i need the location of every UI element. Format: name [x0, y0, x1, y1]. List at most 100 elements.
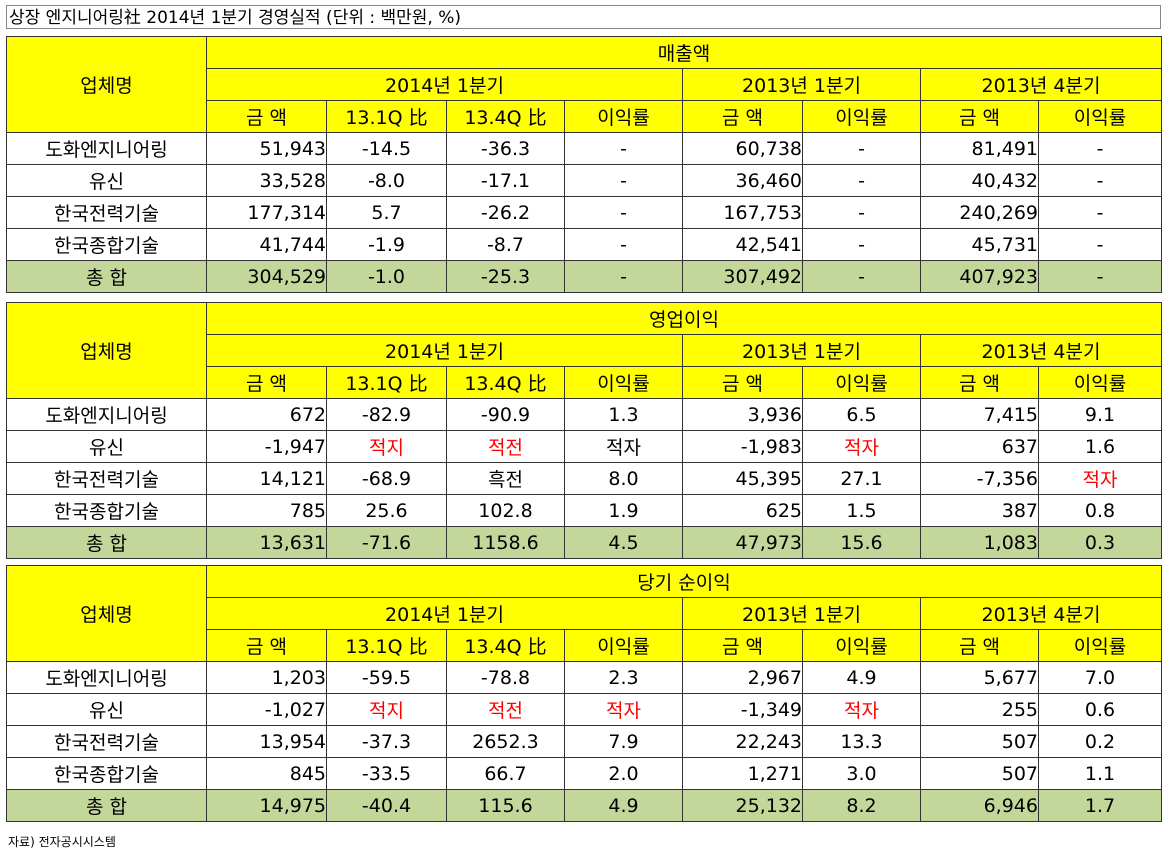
column-header: 이익률	[802, 366, 921, 399]
table-cell: 33,528	[206, 164, 327, 197]
column-header: 이익률	[564, 366, 683, 399]
table-cell: 1,203	[206, 661, 327, 694]
table-cell: 507	[920, 725, 1039, 758]
table-cell: -1.9	[326, 228, 447, 261]
table-cell: -	[564, 132, 683, 165]
column-header: 금 액	[206, 629, 327, 662]
table-cell: -7,356	[920, 462, 1039, 495]
period-row: 2014년 1분기 2013년 1분기 2013년 4분기	[7, 334, 1162, 367]
company-header: 업체명	[6, 565, 207, 662]
company-name: 유신	[6, 164, 207, 197]
table-cell: 7.9	[564, 725, 683, 758]
table-cell: -	[802, 132, 921, 165]
table-cell: 적자	[802, 430, 921, 463]
column-header: 13.1Q 比	[326, 366, 447, 399]
total-label: 총 합	[6, 526, 207, 559]
table-cell: 672	[206, 398, 327, 431]
table-cell: 1.9	[564, 494, 683, 527]
table-cell: 25.6	[326, 494, 447, 527]
table-cell: 1.3	[564, 398, 683, 431]
company-name: 도화엔지니어링	[6, 661, 207, 694]
table-cell: -17.1	[446, 164, 565, 197]
table-cell: 167,753	[682, 196, 803, 229]
column-header-row: 금 액 13.1Q 比 13.4Q 比 이익률 금 액 이익률 금 액 이익률	[7, 100, 1162, 133]
table-cell: 625	[682, 494, 803, 527]
table-cell: 102.8	[446, 494, 565, 527]
total-label: 총 합	[6, 789, 207, 822]
period-row: 2014년 1분기 2013년 1분기 2013년 4분기	[7, 597, 1162, 630]
table-cell: -	[1038, 228, 1162, 261]
table-cell: 387	[920, 494, 1039, 527]
column-header: 금 액	[682, 629, 803, 662]
column-header: 13.1Q 比	[326, 629, 447, 662]
table-cell: -	[1038, 196, 1162, 229]
table-cell: 845	[206, 757, 327, 790]
column-header: 금 액	[682, 100, 803, 133]
table-cell: 2652.3	[446, 725, 565, 758]
table-cell: -1,947	[206, 430, 327, 463]
table-row: 도화엔지니어링 51,943 -14.5 -36.3-60,738-81,491-	[6, 132, 1162, 165]
table-cell: -	[802, 164, 921, 197]
column-header: 이익률	[1038, 629, 1162, 662]
table-cell: 115.6	[446, 789, 565, 822]
table-cell: 15.6	[802, 526, 921, 559]
section-title: 당기 순이익	[206, 565, 1162, 598]
table-cell: -8.0	[326, 164, 447, 197]
table-cell: -	[802, 228, 921, 261]
table-cell: 6,946	[920, 789, 1039, 822]
table-cell: 적전	[446, 693, 565, 726]
table-cell: 1158.6	[446, 526, 565, 559]
table-cell: 507	[920, 757, 1039, 790]
column-header: 금 액	[920, 629, 1039, 662]
column-header-row: 금 액 13.1Q 比 13.4Q 比 이익률 금 액 이익률 금 액 이익률	[7, 366, 1162, 399]
period-header: 2014년 1분기	[206, 334, 683, 367]
company-header: 업체명	[6, 36, 207, 133]
table-cell: 3,936	[682, 398, 803, 431]
company-name: 도화엔지니어링	[6, 398, 207, 431]
table-cell: 240,269	[920, 196, 1039, 229]
table-cell: -1,349	[682, 693, 803, 726]
column-header: 13.1Q 比	[326, 100, 447, 133]
table-cell: 6.5	[802, 398, 921, 431]
table-cell: -59.5	[326, 661, 447, 694]
total-label: 총 합	[6, 260, 207, 293]
table-cell: 407,923	[920, 260, 1039, 293]
period-header: 2013년 1분기	[682, 68, 921, 101]
table-cell: -1.0	[326, 260, 447, 293]
table-cell: -40.4	[326, 789, 447, 822]
table-cell: 1.1	[1038, 757, 1162, 790]
column-header: 13.4Q 比	[446, 100, 565, 133]
table-cell: -	[1038, 260, 1162, 293]
table-cell: -	[564, 164, 683, 197]
period-header: 2013년 4분기	[920, 597, 1162, 630]
table-cell: 13,631	[206, 526, 327, 559]
table-cell: 8.0	[564, 462, 683, 495]
section-title: 매출액	[206, 36, 1162, 69]
table-row: 한국전력기술 177,314 5.7 -26.2-167,753-240,269-	[6, 196, 1162, 229]
column-header: 13.4Q 比	[446, 366, 565, 399]
period-header: 2014년 1분기	[206, 68, 683, 101]
table-cell: -	[1038, 132, 1162, 165]
table-cell: 304,529	[206, 260, 327, 293]
table-cell: 25,132	[682, 789, 803, 822]
table-cell: 307,492	[682, 260, 803, 293]
table-cell: 637	[920, 430, 1039, 463]
table-cell: 5,677	[920, 661, 1039, 694]
table-cell: 51,943	[206, 132, 327, 165]
source-note: 자료) 전자공시시스템	[8, 835, 116, 849]
column-header-row: 금 액 13.1Q 比 13.4Q 比 이익률 금 액 이익률 금 액 이익률	[7, 629, 1162, 662]
table-cell: 3.0	[802, 757, 921, 790]
table-cell: 41,744	[206, 228, 327, 261]
table-cell: -	[564, 260, 683, 293]
table-cell: 785	[206, 494, 327, 527]
section-table: 업체명 영업이익 2014년 1분기 2013년 1분기 2013년 4분기 금 액 13.…	[6, 302, 1162, 559]
column-header: 이익률	[802, 100, 921, 133]
table-cell: 177,314	[206, 196, 327, 229]
column-header: 이익률	[564, 629, 683, 662]
table-cell: 0.2	[1038, 725, 1162, 758]
table-cell: 7,415	[920, 398, 1039, 431]
period-header: 2013년 4분기	[920, 68, 1162, 101]
section-header-row: 업체명 영업이익	[6, 302, 1162, 399]
company-name: 한국종합기술	[6, 228, 207, 261]
